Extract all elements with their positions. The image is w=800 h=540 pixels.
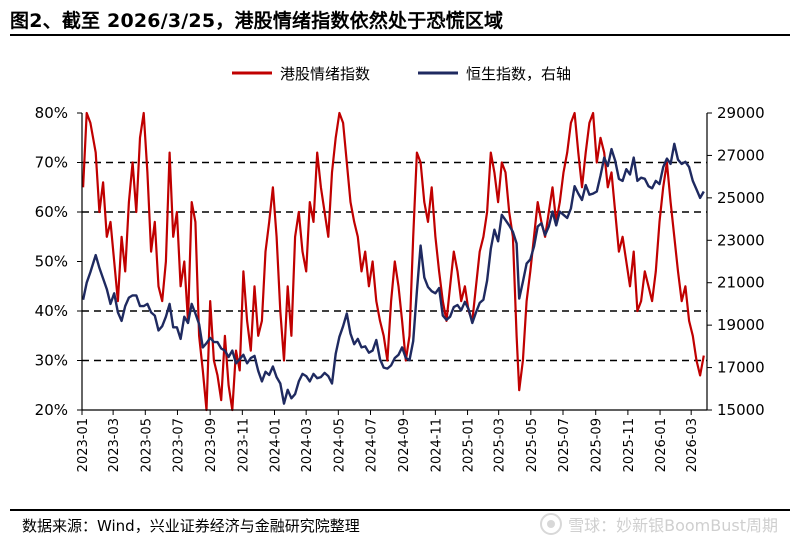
y-right-tick-label: 25000	[717, 189, 765, 207]
figure-title: 图2、截至 2026/3/25，港股情绪指数依然处于恐慌区域	[10, 10, 504, 32]
x-tick-label: 2024-03	[300, 418, 315, 472]
x-tick-label: 2025-05	[525, 418, 540, 472]
watermark-logo-icon	[540, 513, 563, 535]
y-right-tick-label: 27000	[717, 146, 765, 164]
chart-legend: 港股情绪指数 恒生指数，右轴	[232, 65, 571, 83]
x-tick-label: 2023-07	[171, 418, 186, 472]
watermark-text: 雪球：妙新银BoomBust周期	[568, 516, 778, 535]
x-tick-label: 2024-01	[269, 418, 284, 472]
y-left-tick-label: 80%	[35, 104, 68, 122]
y-left-tick-label: 30%	[35, 352, 68, 370]
x-tick-label: 2025-01	[462, 418, 477, 472]
watermark: 雪球：妙新银BoomBust周期	[540, 512, 778, 536]
series-layer	[81, 111, 705, 412]
y-left-tick-label: 70%	[35, 154, 68, 172]
y-left-tick-label: 20%	[35, 401, 68, 419]
x-tick-label: 2023-09	[204, 418, 219, 472]
x-tick-label: 2024-05	[332, 418, 347, 472]
x-tick-label: 2023-05	[139, 418, 154, 472]
y-right-tick-label: 23000	[717, 231, 765, 249]
top-rule	[10, 34, 790, 36]
x-tick-label: 2026-03	[685, 418, 700, 472]
bottom-rule	[10, 509, 790, 511]
x-tick-label: 2023-01	[76, 418, 91, 472]
x-tick-label: 2025-11	[622, 418, 637, 472]
x-tick-label: 2025-09	[590, 418, 605, 472]
y-right-tick-label: 19000	[717, 316, 765, 334]
axes: 20% 30% 40% 50% 60% 70% 80% 15000 17000 19000 2100…	[35, 104, 765, 472]
y-right-tick-label: 21000	[717, 274, 765, 292]
y-left-tick-label: 60%	[35, 203, 68, 221]
series-line-hsi	[81, 142, 705, 405]
x-tick-label: 2026-01	[654, 418, 669, 472]
legend-label-sentiment: 港股情绪指数	[280, 65, 370, 83]
x-tick-label: 2025-07	[557, 418, 572, 472]
legend-label-hsi: 恒生指数，右轴	[466, 65, 571, 83]
data-source-note: 数据来源：Wind，兴业证券经济与金融研究院整理	[22, 517, 360, 535]
x-tick-label: 2025-03	[493, 418, 508, 472]
y-right-tick-label: 29000	[717, 104, 765, 122]
x-tick-label: 2023-03	[107, 418, 122, 472]
x-tick-label: 2024-07	[365, 418, 380, 472]
line-chart: 港股情绪指数 恒生指数，右轴 20% 30% 40% 50% 60% 70% 80% 1500…	[35, 65, 765, 472]
y-right-tick-label: 15000	[717, 401, 765, 419]
x-tick-label: 2023-11	[236, 418, 251, 472]
x-tick-label: 2024-09	[397, 418, 412, 472]
x-tick-label: 2024-11	[429, 418, 444, 472]
y-left-tick-label: 40%	[35, 302, 68, 320]
y-right-tick-label: 17000	[717, 359, 765, 377]
y-left-tick-label: 50%	[35, 253, 68, 271]
